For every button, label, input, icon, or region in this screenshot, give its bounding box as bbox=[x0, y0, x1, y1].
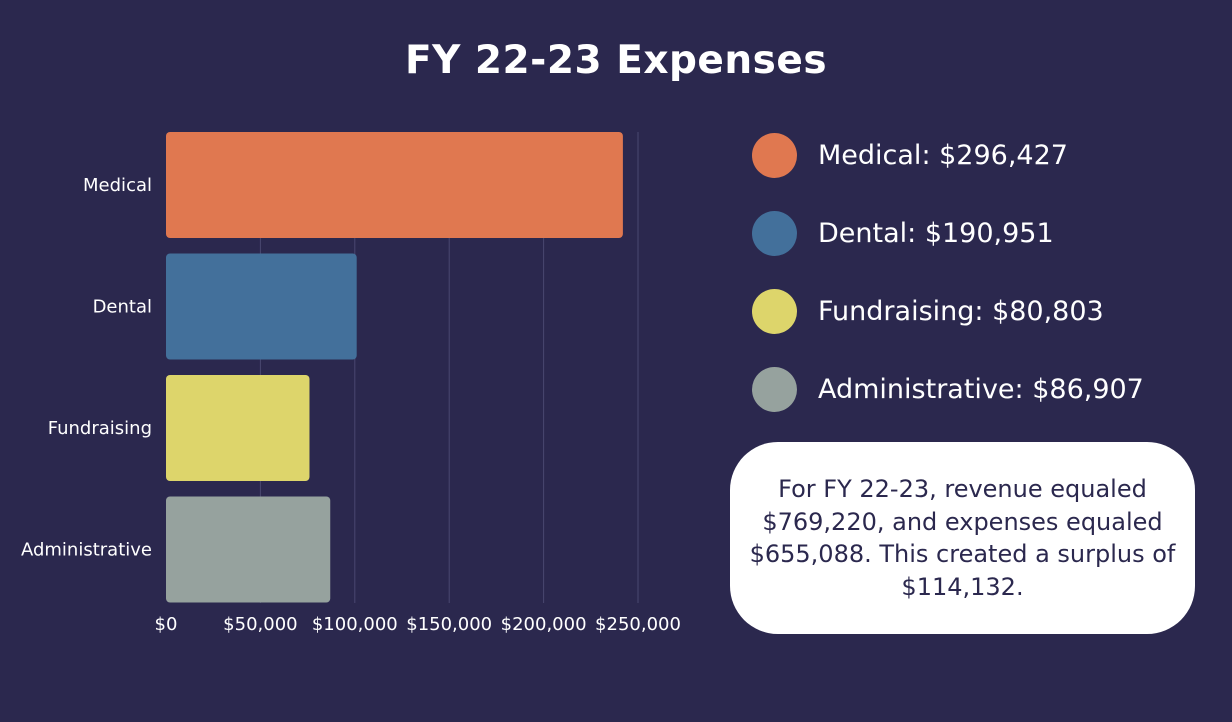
x-tick-label--50-000: $50,000 bbox=[223, 614, 297, 635]
legend-swatch-dental bbox=[752, 210, 797, 256]
legend-label-administrative: Administrative: $86,907 bbox=[818, 373, 1144, 405]
bar-administrative bbox=[166, 496, 331, 603]
legend: Medical: $296,427 Dental: $190,951 Fundr… bbox=[752, 132, 1144, 444]
legend-label-dental: Dental: $190,951 bbox=[818, 217, 1054, 249]
category-label-fundraising: Fundraising bbox=[48, 418, 152, 439]
bar-medical bbox=[166, 132, 623, 238]
summary-note-box: For FY 22-23, revenue equaled $769,220, … bbox=[730, 442, 1195, 634]
legend-swatch-fundraising bbox=[752, 288, 797, 334]
category-label-dental: Dental bbox=[93, 297, 152, 318]
chart-title: FY 22-23 Expenses bbox=[404, 38, 828, 83]
category-label-medical: Medical bbox=[83, 175, 152, 196]
bar-chart: Medical Dental Fundraising Administrative $0… bbox=[21, 132, 681, 635]
x-tick-label--200-000: $200,000 bbox=[501, 614, 587, 635]
legend-swatch-administrative bbox=[752, 366, 797, 412]
category-label-administrative: Administrative bbox=[21, 540, 152, 561]
legend-label-medical: Medical: $296,427 bbox=[818, 139, 1068, 171]
legend-item-administrative: Administrative: $86,907 bbox=[752, 366, 1144, 412]
legend-item-dental: Dental: $190,951 bbox=[752, 210, 1144, 256]
legend-item-medical: Medical: $296,427 bbox=[752, 132, 1144, 178]
legend-label-fundraising: Fundraising: $80,803 bbox=[818, 295, 1104, 327]
legend-item-fundraising: Fundraising: $80,803 bbox=[752, 288, 1144, 334]
x-tick-label--250-000: $250,000 bbox=[595, 614, 681, 635]
x-tick-label--100-000: $100,000 bbox=[312, 614, 398, 635]
summary-note-text: For FY 22-23, revenue equaled $769,220, … bbox=[749, 475, 1176, 601]
x-tick-label--0: $0 bbox=[155, 614, 178, 635]
legend-swatch-medical bbox=[752, 132, 797, 178]
bar-dental bbox=[166, 253, 357, 360]
x-tick-label--150-000: $150,000 bbox=[406, 614, 492, 635]
bar-fundraising bbox=[166, 375, 310, 481]
